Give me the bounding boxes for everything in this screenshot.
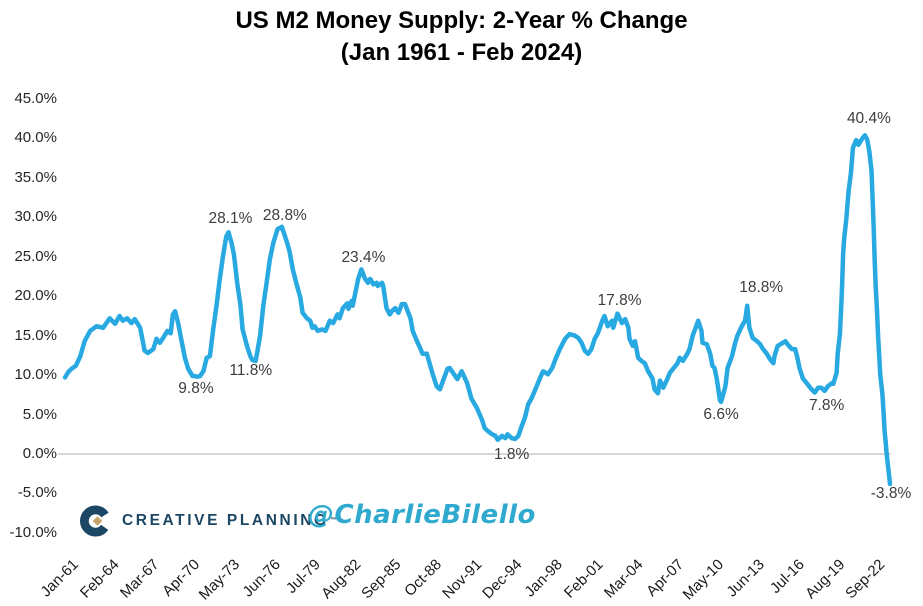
chart-header: US M2 Money Supply: 2-Year % Change (Jan… — [0, 5, 923, 69]
data-label: 17.8% — [597, 291, 642, 309]
y-axis-tick-label: -5.0% — [17, 484, 57, 502]
data-label: 7.8% — [808, 397, 845, 415]
data-label: 6.6% — [703, 405, 739, 423]
data-label: 11.8% — [229, 361, 273, 379]
y-axis-tick-label: 30.0% — [14, 208, 57, 226]
y-axis-tick-label: 45.0% — [14, 90, 57, 108]
data-label: 9.8% — [178, 379, 214, 397]
y-axis-tick-label: 35.0% — [14, 168, 57, 186]
y-axis-tick-label: 25.0% — [14, 247, 57, 265]
data-label: 18.8% — [739, 278, 784, 296]
data-label: 1.8% — [493, 445, 530, 463]
data-label: -3.8% — [870, 484, 912, 502]
y-axis-tick-label: -10.0% — [9, 523, 57, 541]
y-axis-tick-label: 5.0% — [22, 405, 57, 423]
chart-title: US M2 Money Supply: 2-Year % Change — [235, 7, 688, 34]
data-label: 40.4% — [846, 110, 891, 128]
y-axis-tick-label: 0.0% — [22, 445, 57, 462]
y-axis-tick-label: 40.0% — [14, 129, 57, 147]
y-axis-tick-label: 15.0% — [14, 326, 57, 344]
y-axis-tick-label: 20.0% — [14, 287, 57, 305]
data-label: 28.1% — [208, 210, 253, 228]
chart-subtitle: (Jan 1961 - Feb 2024) — [340, 39, 583, 66]
data-label: 28.8% — [262, 206, 307, 224]
y-axis-tick-label: 10.0% — [14, 366, 57, 384]
m2-line-series — [62, 133, 893, 487]
data-label: 23.4% — [341, 249, 386, 267]
